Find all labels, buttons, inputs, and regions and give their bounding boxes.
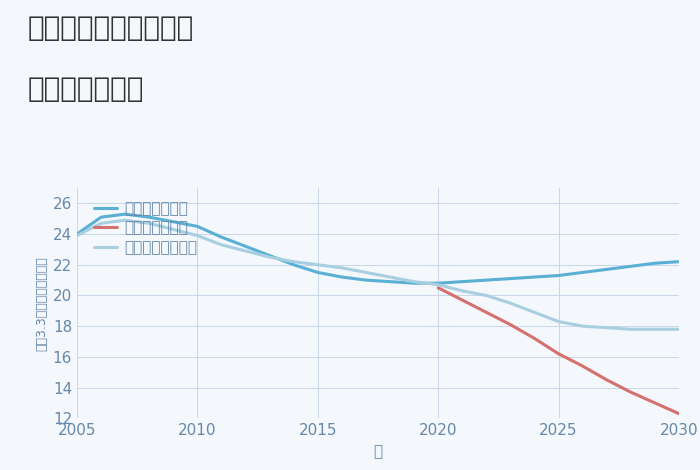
ノーマルシナリオ bbox=[626, 327, 635, 332]
Text: 兵庫県姫路市青山北の: 兵庫県姫路市青山北の bbox=[28, 14, 195, 42]
バッドシナリオ bbox=[626, 389, 635, 395]
バッドシナリオ bbox=[675, 411, 683, 416]
グッドシナリオ bbox=[121, 212, 130, 217]
グッドシナリオ bbox=[217, 235, 225, 240]
ノーマルシナリオ bbox=[434, 282, 442, 288]
グッドシナリオ bbox=[73, 231, 81, 237]
X-axis label: 年: 年 bbox=[373, 444, 383, 459]
Text: 土地の価格推移: 土地の価格推移 bbox=[28, 75, 144, 103]
グッドシナリオ bbox=[675, 259, 683, 265]
グッドシナリオ bbox=[531, 274, 539, 280]
ノーマルシナリオ bbox=[121, 218, 130, 223]
グッドシナリオ bbox=[651, 260, 659, 266]
Line: バッドシナリオ: バッドシナリオ bbox=[438, 288, 679, 414]
ノーマルシナリオ bbox=[410, 279, 419, 284]
ノーマルシナリオ bbox=[217, 242, 225, 248]
グッドシナリオ bbox=[97, 214, 105, 220]
ノーマルシナリオ bbox=[362, 270, 370, 275]
グッドシナリオ bbox=[434, 281, 442, 286]
グッドシナリオ bbox=[410, 281, 419, 286]
バッドシナリオ bbox=[482, 310, 491, 315]
Y-axis label: 坪（3.3㎡）単価（万円）: 坪（3.3㎡）単価（万円） bbox=[36, 256, 48, 351]
バッドシナリオ bbox=[603, 377, 611, 383]
ノーマルシナリオ bbox=[290, 259, 298, 265]
ノーマルシナリオ bbox=[241, 248, 250, 254]
バッドシナリオ bbox=[506, 322, 514, 328]
ノーマルシナリオ bbox=[193, 233, 202, 238]
ノーマルシナリオ bbox=[651, 327, 659, 332]
ノーマルシナリオ bbox=[603, 325, 611, 330]
バッドシナリオ bbox=[651, 400, 659, 406]
グッドシナリオ bbox=[241, 243, 250, 249]
グッドシナリオ bbox=[265, 253, 274, 258]
Line: ノーマルシナリオ: ノーマルシナリオ bbox=[77, 220, 679, 329]
ノーマルシナリオ bbox=[145, 220, 153, 226]
ノーマルシナリオ bbox=[531, 310, 539, 315]
Legend: グッドシナリオ, バッドシナリオ, ノーマルシナリオ: グッドシナリオ, バッドシナリオ, ノーマルシナリオ bbox=[91, 198, 200, 258]
グッドシナリオ bbox=[482, 277, 491, 283]
グッドシナリオ bbox=[290, 262, 298, 267]
ノーマルシナリオ bbox=[458, 288, 466, 294]
ノーマルシナリオ bbox=[675, 327, 683, 332]
バッドシナリオ bbox=[434, 285, 442, 290]
グッドシナリオ bbox=[314, 270, 322, 275]
グッドシナリオ bbox=[578, 270, 587, 275]
グッドシナリオ bbox=[362, 277, 370, 283]
バッドシナリオ bbox=[554, 351, 563, 357]
グッドシナリオ bbox=[458, 279, 466, 284]
グッドシナリオ bbox=[603, 266, 611, 272]
Line: グッドシナリオ: グッドシナリオ bbox=[77, 214, 679, 283]
ノーマルシナリオ bbox=[97, 220, 105, 226]
グッドシナリオ bbox=[506, 276, 514, 282]
ノーマルシナリオ bbox=[482, 293, 491, 298]
ノーマルシナリオ bbox=[73, 233, 81, 238]
バッドシナリオ bbox=[531, 336, 539, 341]
グッドシナリオ bbox=[193, 224, 202, 229]
グッドシナリオ bbox=[554, 273, 563, 278]
ノーマルシナリオ bbox=[337, 265, 346, 271]
ノーマルシナリオ bbox=[554, 319, 563, 324]
グッドシナリオ bbox=[169, 219, 178, 225]
グッドシナリオ bbox=[145, 214, 153, 220]
グッドシナリオ bbox=[386, 279, 394, 284]
ノーマルシナリオ bbox=[578, 323, 587, 329]
ノーマルシナリオ bbox=[506, 300, 514, 306]
ノーマルシナリオ bbox=[169, 227, 178, 232]
グッドシナリオ bbox=[626, 264, 635, 269]
ノーマルシナリオ bbox=[386, 274, 394, 280]
バッドシナリオ bbox=[578, 363, 587, 369]
ノーマルシナリオ bbox=[314, 262, 322, 267]
ノーマルシナリオ bbox=[265, 254, 274, 260]
バッドシナリオ bbox=[458, 297, 466, 303]
グッドシナリオ bbox=[337, 274, 346, 280]
